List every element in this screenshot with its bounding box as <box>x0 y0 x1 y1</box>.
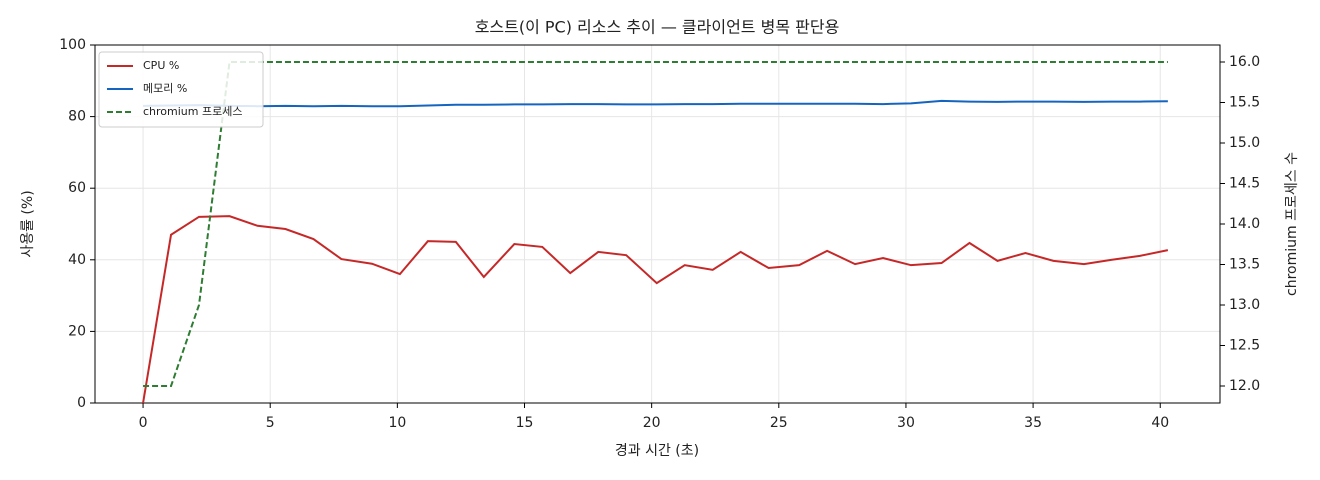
legend-label: chromium 프로세스 <box>143 105 242 118</box>
y2-tick-label: 14.0 <box>1229 216 1260 232</box>
y2-tick-label: 12.5 <box>1229 337 1260 353</box>
y-axis-label: 사용률 (%) <box>20 190 36 257</box>
x-tick-label: 0 <box>139 415 148 431</box>
data-line <box>142 215 1169 404</box>
x-tick-label: 30 <box>897 415 915 431</box>
x-tick-label: 35 <box>1024 415 1042 431</box>
y-tick-label: 40 <box>68 252 86 268</box>
chart-title: 호스트(이 PC) 리소스 추이 — 클라이언트 병목 판단용 <box>475 18 840 37</box>
x-tick-label: 40 <box>1151 415 1169 431</box>
x-tick-label: 5 <box>266 415 275 431</box>
y2-tick-label: 15.0 <box>1229 135 1260 151</box>
y-tick-label: 60 <box>68 180 86 196</box>
y-tick-label: 20 <box>68 323 86 339</box>
y2-tick-label: 12.0 <box>1229 378 1260 394</box>
legend-label: 메모리 % <box>143 82 187 95</box>
y-tick-label: 100 <box>59 37 86 53</box>
y2-tick-label: 13.5 <box>1229 256 1260 272</box>
y2-tick-label: 14.5 <box>1229 176 1260 192</box>
y-tick-label: 80 <box>68 109 86 125</box>
y2-tick-label: 16.0 <box>1229 54 1260 70</box>
data-line <box>143 61 1168 387</box>
x-tick-label: 20 <box>643 415 661 431</box>
legend-box <box>98 51 264 128</box>
y2-axis-label: chromium 프로세스 수 <box>1284 152 1300 296</box>
x-tick-label: 10 <box>388 415 406 431</box>
y2-tick-label: 13.0 <box>1229 297 1260 313</box>
legend-label: CPU % <box>143 59 179 72</box>
y2-tick-label: 15.5 <box>1229 95 1260 111</box>
x-axis-label: 경과 시간 (초) <box>615 443 699 459</box>
x-tick-label: 25 <box>770 415 788 431</box>
plot-frame <box>94 44 1221 404</box>
data-line <box>143 99 1168 108</box>
x-tick-label: 15 <box>516 415 534 431</box>
y-tick-label: 0 <box>77 395 86 411</box>
